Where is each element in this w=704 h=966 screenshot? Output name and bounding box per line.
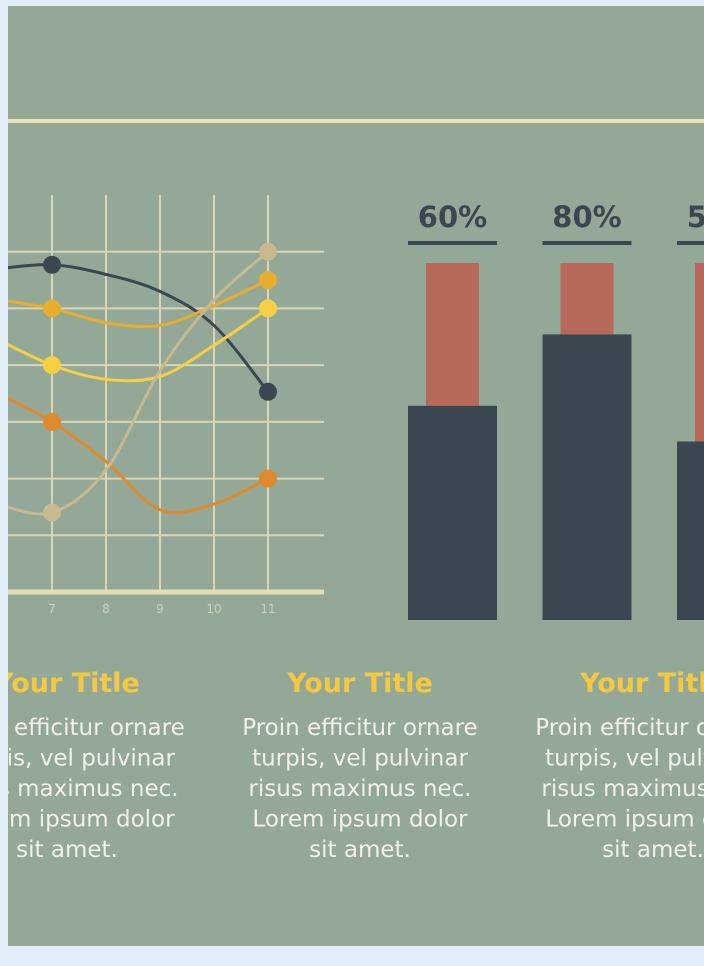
caption-text: Proin efficitur ornare	[0, 715, 185, 741]
point	[43, 299, 61, 318]
content: 7 8 9 10 11 60% 80% 50% Your Title Proin efficitu…	[0, 195, 704, 863]
caption-title: Your Title	[579, 668, 704, 699]
label-underline	[677, 241, 704, 245]
bar	[408, 405, 497, 620]
caption-text: Proin efficitur ornare	[242, 715, 477, 741]
caption-text: risus maximus nec.	[248, 776, 471, 802]
caption-text: turpis, vel pulvinar	[0, 746, 175, 772]
caption-text: Lorem ipsum dolor	[545, 807, 704, 833]
caption-text: Lorem ipsum dolor	[0, 807, 175, 833]
divider	[8, 119, 704, 123]
value-label: 50%	[687, 200, 704, 234]
point	[259, 382, 277, 401]
caption-text: Proin efficitur ornare	[535, 715, 704, 741]
caption-text: turpis, vel pulvinar	[252, 746, 468, 772]
point	[43, 356, 61, 375]
x-tick-label: 11	[260, 602, 275, 616]
caption-text: risus maximus nec.	[541, 776, 704, 802]
value-label: 80%	[552, 200, 621, 234]
caption-text: turpis, vel pulvinar	[545, 746, 704, 772]
caption-title: Your Title	[0, 668, 140, 699]
x-tick-label: 7	[48, 602, 56, 616]
bar-rest	[695, 263, 704, 442]
point	[259, 242, 277, 261]
point	[259, 469, 277, 488]
bar	[677, 441, 704, 620]
caption-text: sit amet.	[602, 837, 704, 863]
point	[43, 255, 61, 274]
caption-text: sit amet.	[309, 837, 411, 863]
caption-text: sit amet.	[16, 837, 118, 863]
caption-text: Lorem ipsum dolor	[252, 807, 468, 833]
point	[43, 412, 61, 431]
label-underline	[408, 241, 497, 245]
label-underline	[542, 241, 632, 245]
point	[259, 271, 277, 290]
point	[43, 503, 61, 522]
value-label: 60%	[418, 200, 487, 234]
bar	[542, 334, 632, 620]
point	[259, 299, 277, 318]
bar-rest	[426, 263, 479, 406]
bar-rest	[560, 263, 614, 335]
x-tick-label: 8	[102, 602, 110, 616]
caption-text: risus maximus nec.	[0, 776, 179, 802]
x-tick-label: 10	[206, 602, 221, 616]
x-tick-label: 9	[156, 602, 164, 616]
caption-title: Your Title	[286, 668, 433, 699]
